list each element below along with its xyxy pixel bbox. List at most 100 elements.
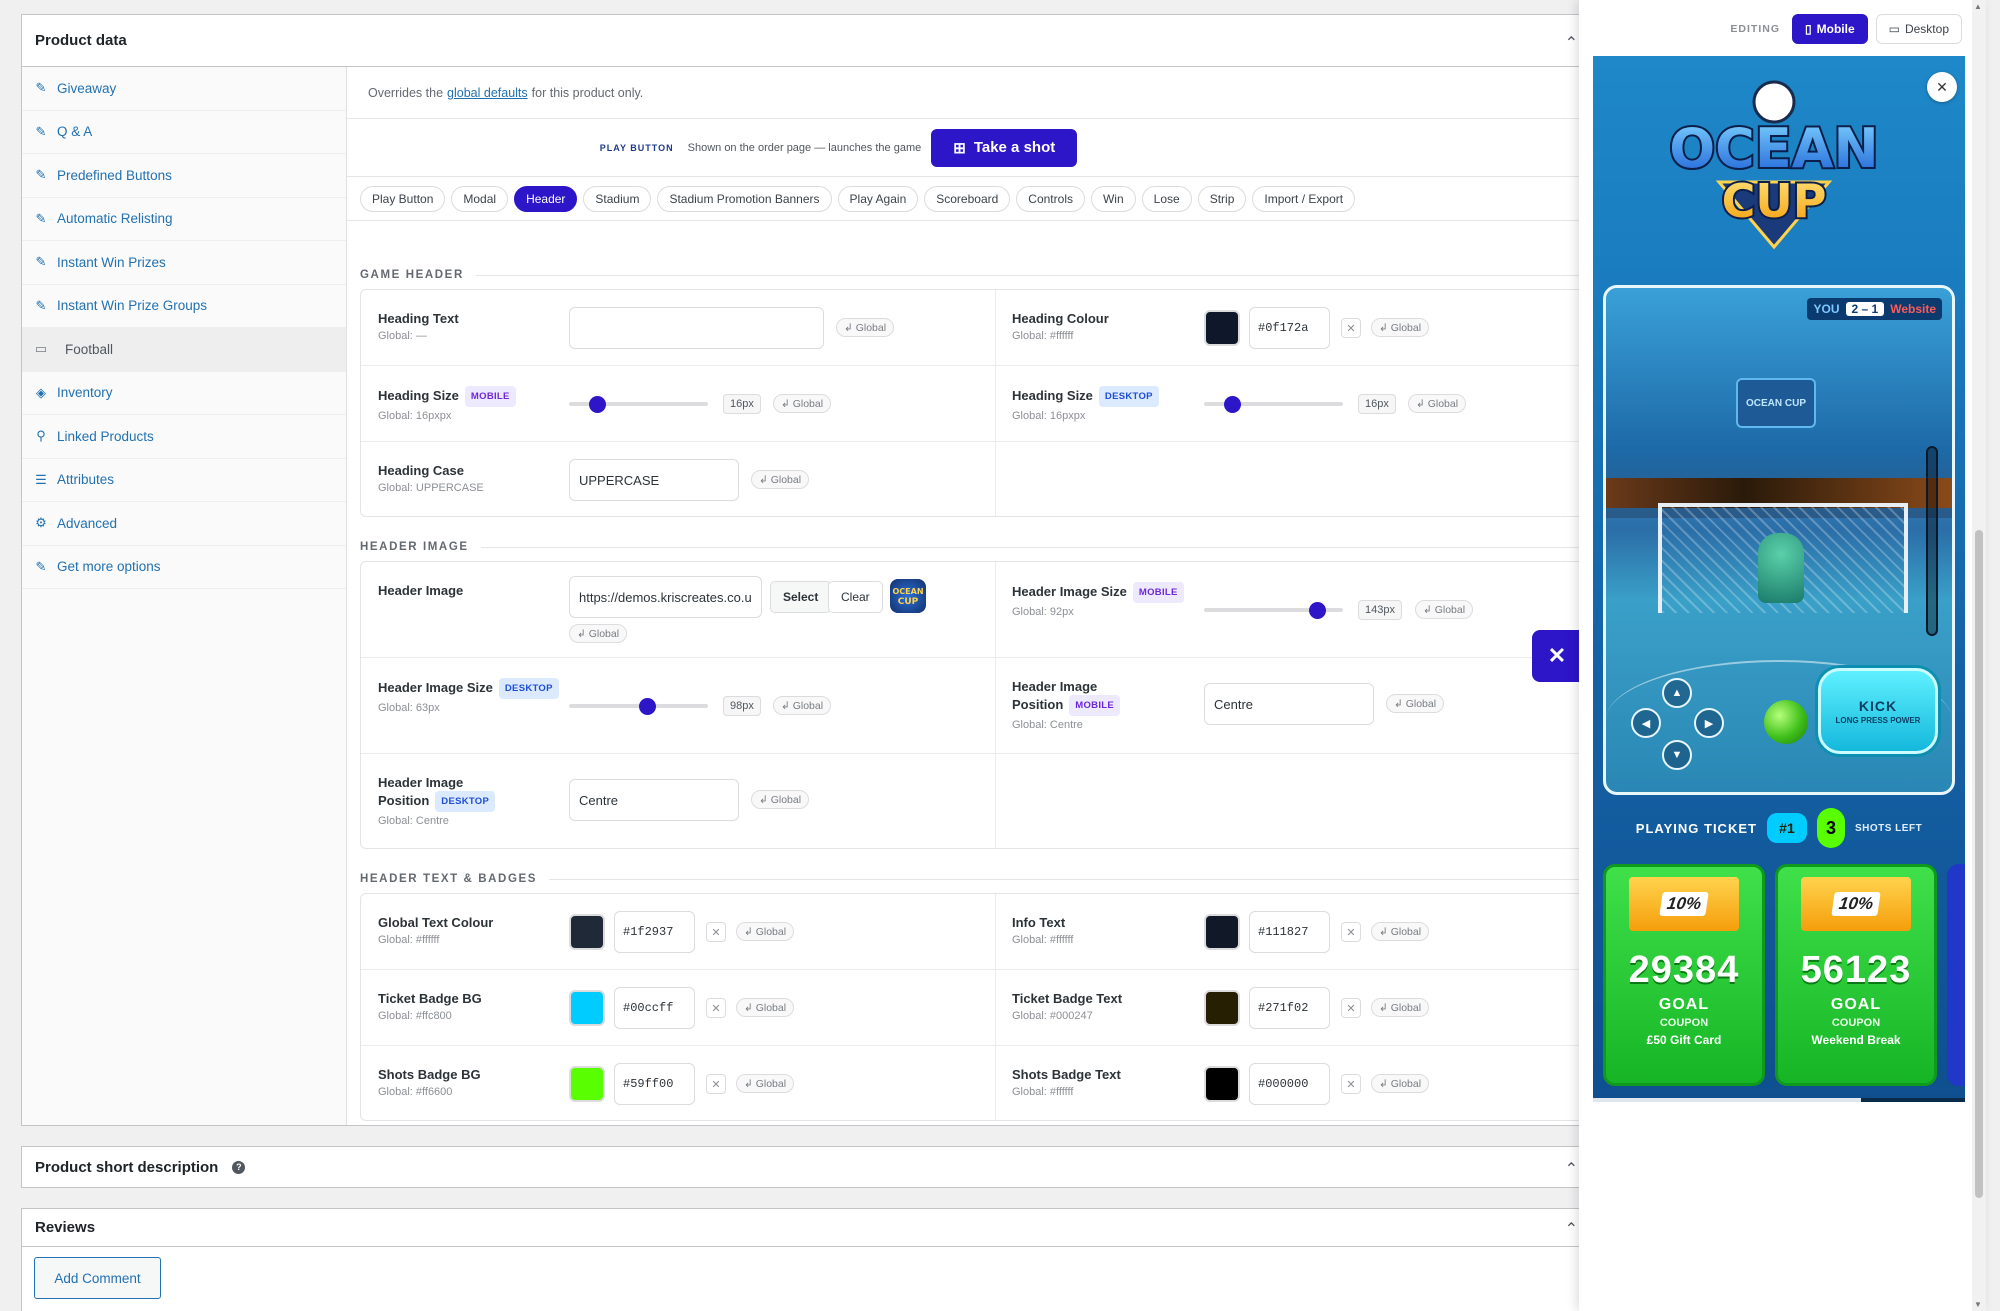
nav-item-get-more-options[interactable]: ✎ Get more options	[22, 546, 346, 589]
ticket-badge-text-hex-input[interactable]: #271f02	[1249, 987, 1330, 1029]
tab-play-again[interactable]: Play Again	[837, 185, 919, 212]
clear-colour-icon[interactable]: ✕	[1341, 998, 1361, 1018]
add-comment-button[interactable]: Add Comment	[34, 1257, 161, 1299]
clear-colour-icon[interactable]: ✕	[1341, 318, 1361, 338]
scroll-up-icon[interactable]: ▲	[1974, 2, 1982, 11]
collapse-chevron-icon[interactable]: ⌃	[1564, 35, 1578, 52]
kick-button[interactable]: KICK LONG PRESS POWER	[1818, 668, 1938, 754]
tab-strip[interactable]: Strip	[1197, 185, 1247, 212]
desktop-mode-button[interactable]: ▭ Desktop	[1875, 14, 1962, 44]
heading-size-mobile-slider[interactable]	[569, 395, 708, 413]
global-reset-chip[interactable]: ↲ Global	[836, 318, 895, 337]
ticket-badge-text-swatch[interactable]	[1204, 990, 1240, 1026]
shots-badge-text-swatch[interactable]	[1204, 1066, 1240, 1102]
select-image-button[interactable]: Select	[770, 581, 832, 613]
ticket-badge-bg-hex-input[interactable]: #00ccff	[614, 987, 695, 1029]
nav-item-inventory[interactable]: ◈ Inventory	[22, 372, 346, 415]
global-reset-chip[interactable]: ↲ Global	[569, 624, 628, 643]
global-reset-chip[interactable]: ↲ Global	[1386, 694, 1445, 713]
global-reset-chip[interactable]: ↲ Global	[736, 922, 795, 941]
slider-handle[interactable]	[1308, 601, 1326, 619]
info-text-hex-input[interactable]: #111827	[1249, 911, 1330, 953]
arrow-up-icon[interactable]: ▲	[1662, 678, 1692, 708]
global-reset-chip[interactable]: ↲ Global	[736, 1074, 795, 1093]
global-reset-chip[interactable]: ↲ Global	[751, 470, 810, 489]
tab-import-export[interactable]: Import / Export	[1252, 185, 1356, 212]
tab-win[interactable]: Win	[1090, 185, 1136, 212]
header-image-size-mobile-slider[interactable]	[1204, 601, 1343, 619]
tab-stadium[interactable]: Stadium	[583, 185, 652, 212]
short-description-header[interactable]: Product short description ?	[22, 1147, 1590, 1187]
nav-item-football[interactable]: ▭ Football	[22, 328, 346, 372]
heading-colour-hex-input[interactable]: #0f172a	[1249, 307, 1330, 349]
arrow-left-icon[interactable]: ◀	[1631, 708, 1661, 738]
clear-colour-icon[interactable]: ✕	[706, 1074, 726, 1094]
clear-colour-icon[interactable]: ✕	[1341, 922, 1361, 942]
header-image-position-desktop-select[interactable]: Centre	[569, 779, 739, 821]
header-image-size-desktop-slider[interactable]	[569, 697, 708, 715]
nav-item-instant-win-prizes[interactable]: ✎ Instant Win Prizes	[22, 241, 346, 285]
heading-text-input[interactable]	[569, 307, 824, 349]
info-text-swatch[interactable]	[1204, 914, 1240, 950]
arrow-down-icon[interactable]: ▼	[1662, 740, 1692, 770]
scroll-thumb[interactable]	[1975, 530, 1983, 1198]
global-reset-chip[interactable]: ↲ Global	[736, 998, 795, 1017]
nav-item-instant-win-prize-groups[interactable]: ✎ Instant Win Prize Groups	[22, 285, 346, 328]
shots-badge-bg-swatch[interactable]	[569, 1066, 605, 1102]
nav-item-linked-products[interactable]: ⚲ Linked Products	[22, 415, 346, 459]
global-reset-chip[interactable]: ↲ Global	[1371, 922, 1430, 941]
nav-item-giveaway[interactable]: ✎ Giveaway	[22, 67, 346, 111]
tab-controls[interactable]: Controls	[1016, 185, 1085, 212]
mobile-mode-button[interactable]: ▯ Mobile	[1792, 14, 1868, 44]
product-data-header[interactable]: Product data	[22, 15, 1590, 67]
global-reset-chip[interactable]: ↲ Global	[1371, 1074, 1430, 1093]
global-defaults-link[interactable]: global defaults	[447, 85, 528, 100]
nav-item-attributes[interactable]: ☰ Attributes	[22, 459, 346, 502]
ticket-badge-bg-swatch[interactable]	[569, 990, 605, 1026]
slider-handle[interactable]	[638, 697, 656, 715]
reviews-header[interactable]: Reviews	[22, 1209, 1590, 1247]
clear-image-button[interactable]: Clear	[828, 581, 883, 613]
coupon-card[interactable]: 10% 56123 GOAL COUPON Weekend Break	[1775, 864, 1937, 1086]
global-reset-chip[interactable]: ↲ Global	[1415, 600, 1474, 619]
tab-modal[interactable]: Modal	[451, 185, 509, 212]
clear-colour-icon[interactable]: ✕	[706, 922, 726, 942]
tab-lose[interactable]: Lose	[1141, 185, 1192, 212]
nav-item-predefined-buttons[interactable]: ✎ Predefined Buttons	[22, 154, 346, 198]
slider-handle[interactable]	[588, 395, 606, 413]
clear-colour-icon[interactable]: ✕	[1341, 1074, 1361, 1094]
clear-colour-icon[interactable]: ✕	[706, 998, 726, 1018]
header-image-url-input[interactable]: https://demos.kriscreates.co.u	[569, 576, 762, 618]
global-reset-chip[interactable]: ↲ Global	[1408, 394, 1467, 413]
close-icon[interactable]: ✕	[1927, 72, 1957, 102]
tab-header[interactable]: Header	[514, 185, 578, 212]
shots-badge-text-hex-input[interactable]: #000000	[1249, 1063, 1330, 1105]
nav-item-qa[interactable]: ✎ Q & A	[22, 111, 346, 154]
shots-badge-bg-hex-input[interactable]: #59ff00	[614, 1063, 695, 1105]
global-reset-chip[interactable]: ↲ Global	[773, 696, 832, 715]
collapse-chevron-icon[interactable]: ⌃	[1564, 1221, 1578, 1238]
coupon-card[interactable]: 10% 29384 GOAL COUPON £50 Gift Card	[1603, 864, 1765, 1086]
global-reset-chip[interactable]: ↲ Global	[773, 394, 832, 413]
take-a-shot-button[interactable]: ⊞ Take a shot	[931, 128, 1078, 167]
heading-case-select[interactable]: UPPERCASE	[569, 459, 739, 501]
heading-colour-swatch[interactable]	[1204, 310, 1240, 346]
tab-scoreboard[interactable]: Scoreboard	[924, 185, 1011, 212]
global-text-colour-swatch[interactable]	[569, 914, 605, 950]
nav-item-advanced[interactable]: ⚙ Advanced	[22, 502, 346, 546]
help-icon[interactable]: ?	[232, 1160, 246, 1174]
slider-handle[interactable]	[1223, 395, 1241, 413]
coupon-card-partial[interactable]	[1947, 864, 1965, 1086]
collapse-chevron-icon[interactable]: ⌃	[1564, 1161, 1578, 1178]
global-reset-chip[interactable]: ↲ Global	[751, 790, 810, 809]
header-image-position-mobile-select[interactable]: Centre	[1204, 683, 1374, 725]
tab-play-button[interactable]: Play Button	[360, 185, 446, 212]
close-preview-button[interactable]: ✕	[1532, 630, 1582, 682]
heading-size-desktop-slider[interactable]	[1204, 395, 1343, 413]
tab-stadium-promotion-banners[interactable]: Stadium Promotion Banners	[657, 185, 832, 212]
global-reset-chip[interactable]: ↲ Global	[1371, 318, 1430, 337]
arrow-right-icon[interactable]: ▶	[1694, 708, 1724, 738]
global-text-colour-hex-input[interactable]: #1f2937	[614, 911, 695, 953]
nav-item-automatic-relisting[interactable]: ✎ Automatic Relisting	[22, 198, 346, 241]
scroll-down-icon[interactable]: ▼	[1974, 1300, 1982, 1309]
